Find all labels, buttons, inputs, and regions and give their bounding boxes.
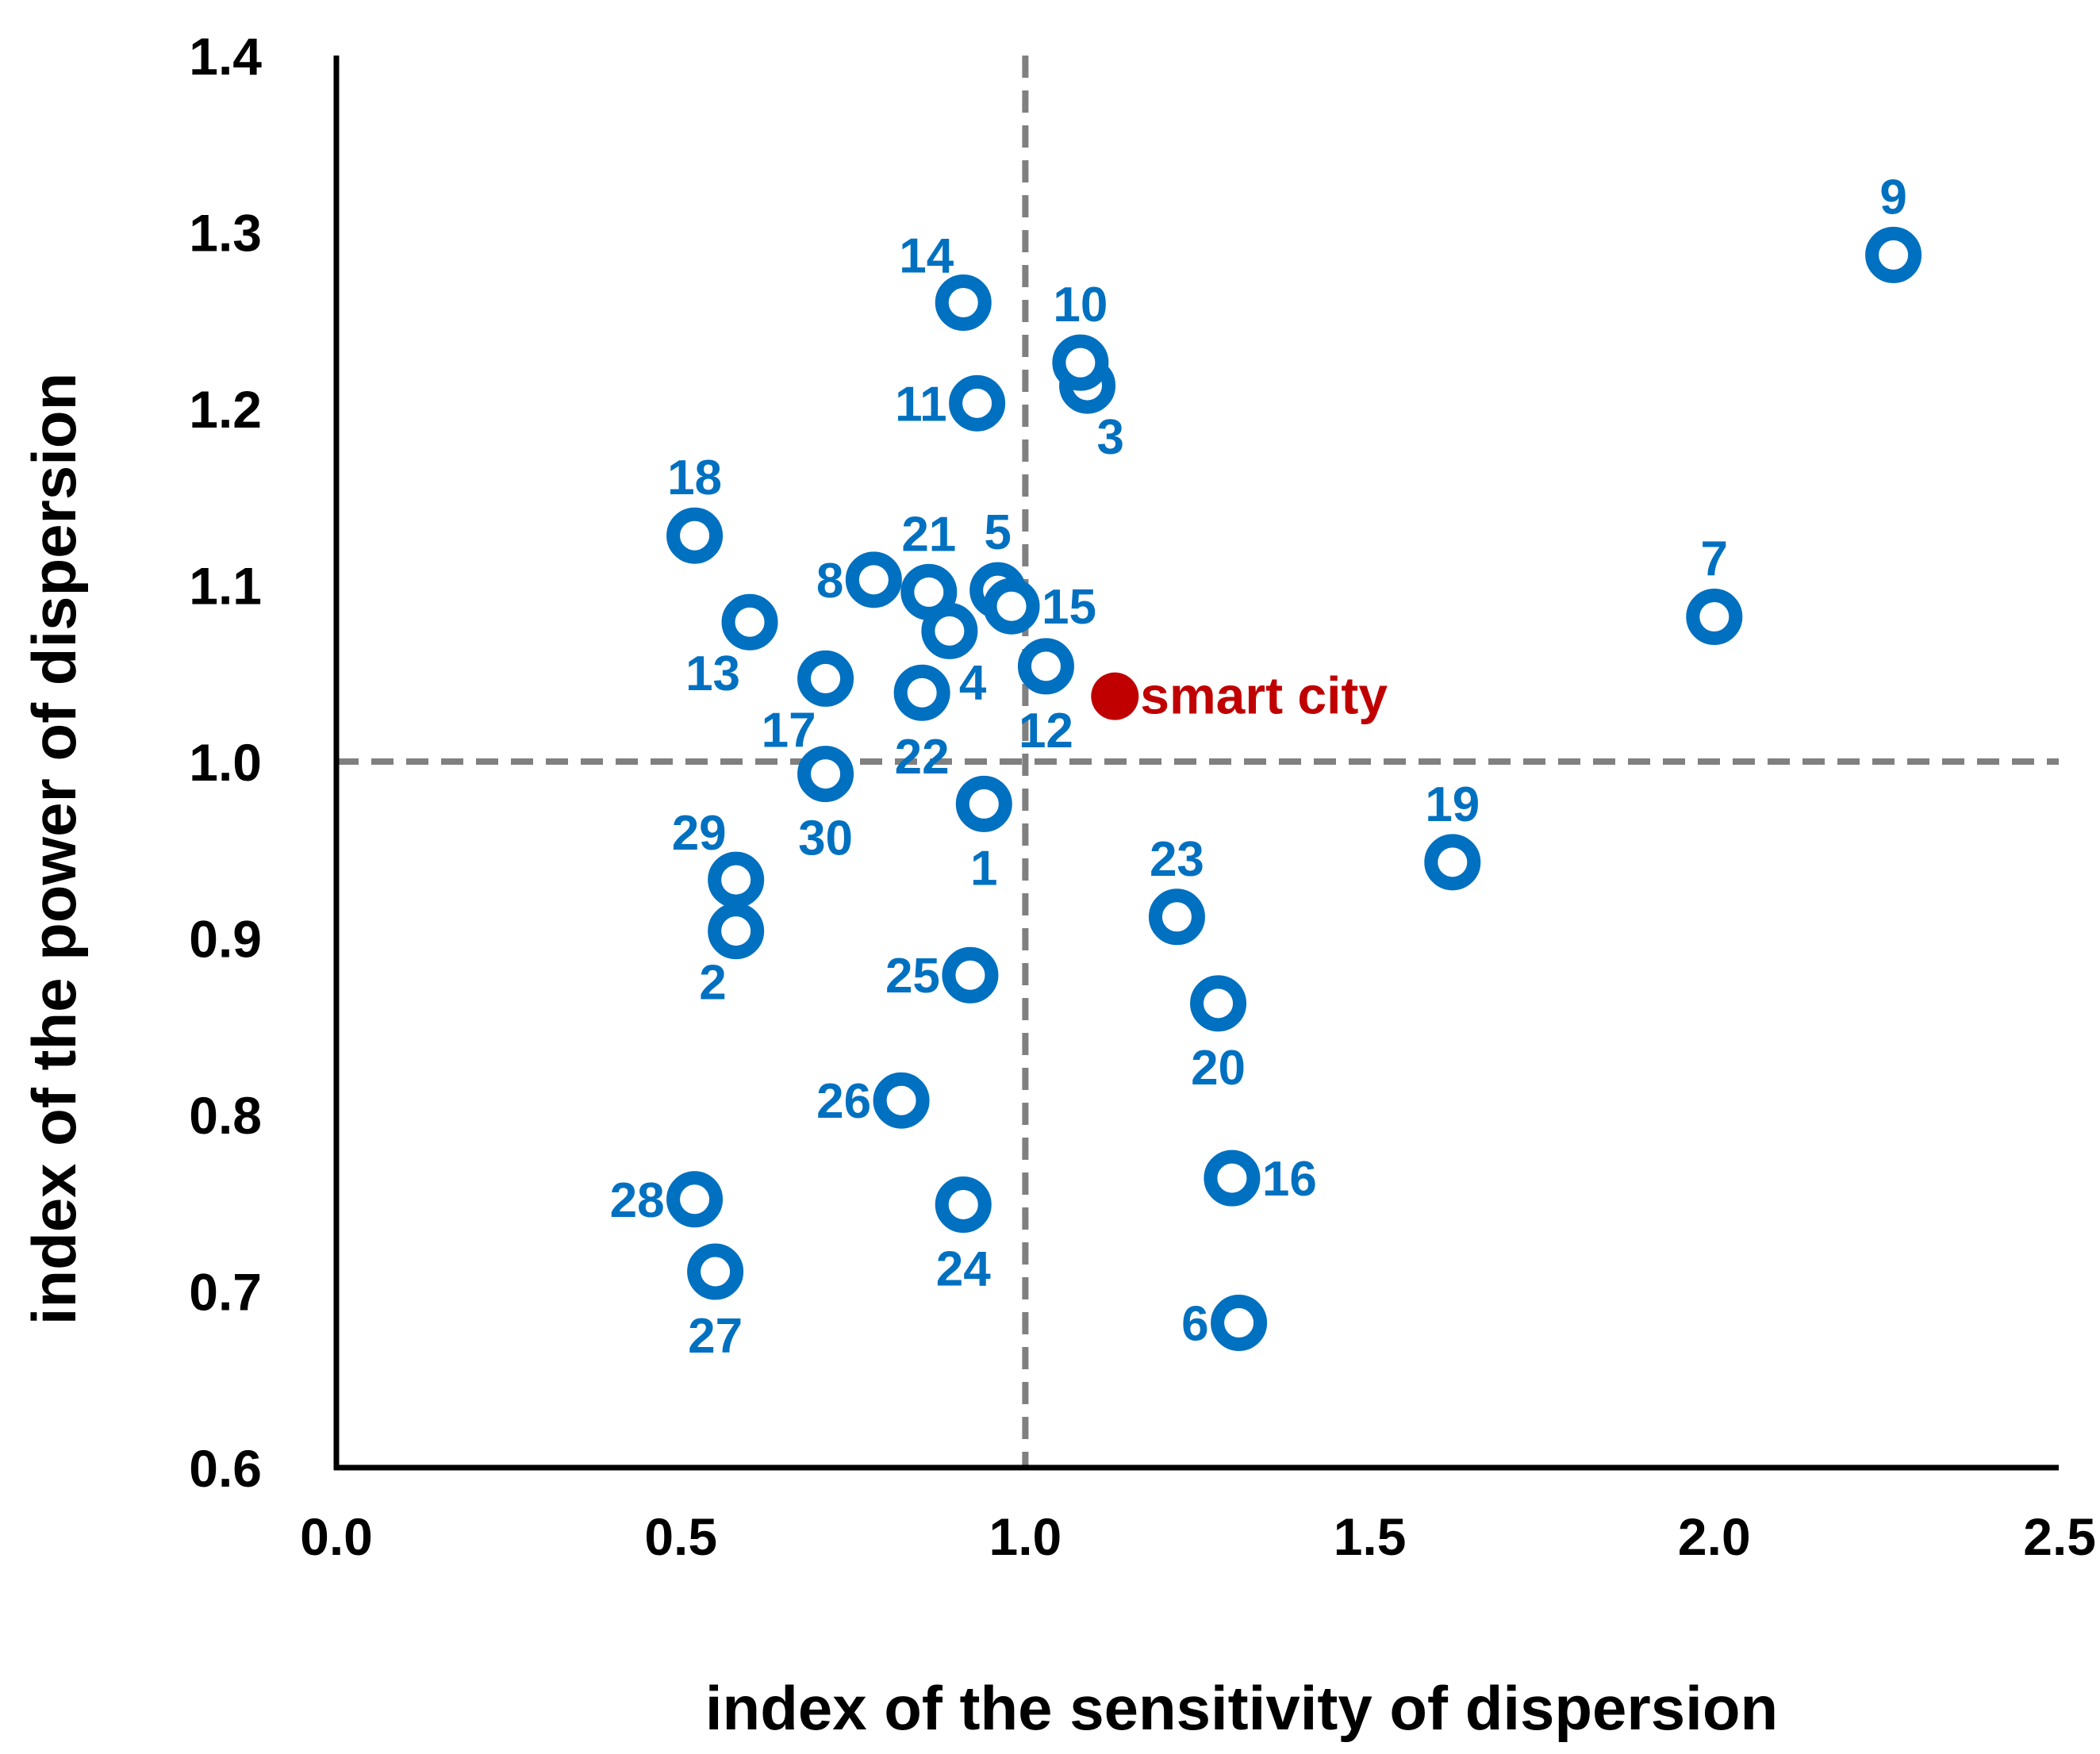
data-point-label: 14	[899, 229, 954, 284]
x-tick-label: 2.5	[2023, 1507, 2096, 1566]
data-point-label: 25	[885, 949, 940, 1004]
y-tick-label: 1.2	[189, 380, 262, 439]
data-point-label: 24	[936, 1242, 991, 1296]
data-point-marker	[955, 775, 1012, 832]
y-tick-labels: 0.6 0.7 0.8 0.9 1.0 1.1 1.2 1.3 1.4	[189, 27, 262, 1498]
y-tick-label: 1.4	[189, 27, 262, 86]
highlight-point-marker	[1091, 672, 1139, 720]
data-point-marker	[721, 593, 778, 651]
data-point-marker	[797, 746, 854, 803]
y-tick-label: 0.9	[189, 910, 262, 969]
y-tick-label: 1.0	[189, 733, 262, 792]
highlight-point-group: smart city	[1091, 666, 1388, 725]
data-point-label: 17	[762, 703, 816, 758]
data-point-marker	[1204, 1150, 1261, 1207]
y-tick-label: 0.8	[189, 1086, 262, 1145]
data-point-marker	[983, 578, 1040, 635]
x-tick-label: 1.0	[989, 1507, 1062, 1566]
data-point-marker	[797, 650, 854, 707]
data-point-label: 10	[1053, 278, 1108, 332]
data-point-marker	[1865, 226, 1922, 283]
data-point-label: 22	[895, 730, 950, 785]
data-point-marker	[1211, 1295, 1268, 1352]
data-point-marker	[942, 946, 999, 1004]
data-point-label: 4	[959, 655, 987, 710]
data-point-marker	[1190, 975, 1247, 1032]
data-point-marker	[873, 1072, 930, 1129]
x-tick-label: 0.0	[300, 1507, 373, 1566]
data-point-label: 30	[798, 812, 853, 866]
data-point-label: 19	[1425, 777, 1480, 832]
data-point-label: 18	[667, 451, 722, 505]
highlight-point-label: smart city	[1140, 666, 1388, 725]
x-tick-label: 1.5	[1334, 1507, 1407, 1566]
data-point-label: 7	[1701, 532, 1728, 587]
y-tick-label: 1.3	[189, 204, 262, 263]
data-point-marker	[708, 903, 765, 960]
data-point-marker	[893, 664, 950, 721]
data-point-label: 8	[816, 554, 843, 608]
x-axis-title: index of the sensitivity of dispersion	[705, 1673, 1778, 1743]
data-point-label: 15	[1042, 580, 1096, 635]
data-point-label: 29	[672, 806, 727, 861]
data-point-marker	[1017, 638, 1074, 695]
y-tick-label: 0.7	[189, 1263, 262, 1322]
data-point-label: 6	[1181, 1297, 1208, 1352]
x-tick-label: 0.5	[644, 1507, 717, 1566]
y-tick-label: 1.1	[189, 557, 262, 616]
y-axis-title: index of the power of dispersion	[19, 373, 89, 1325]
data-point-label: 23	[1150, 832, 1204, 887]
reference-lines	[336, 56, 2059, 1468]
x-tick-labels: 0.0 0.5 1.0 1.5 2.0 2.5	[300, 1507, 2096, 1566]
data-point-label: 1	[970, 841, 997, 896]
data-point-label: 16	[1262, 1152, 1317, 1207]
data-point-marker	[845, 551, 902, 608]
data-point-label: 2	[699, 956, 726, 1011]
data-point-label: 20	[1191, 1041, 1246, 1096]
data-point-label: 3	[1097, 410, 1124, 465]
data-point-marker	[1686, 589, 1743, 646]
data-point-label: 9	[1879, 170, 1906, 225]
data-point-label: 12	[1019, 704, 1073, 758]
data-point-marker	[1148, 889, 1205, 946]
data-point-marker	[935, 1176, 992, 1233]
data-point-label: 5	[984, 505, 1011, 560]
data-point-marker	[1052, 334, 1109, 391]
data-point-marker	[708, 851, 765, 908]
axes	[333, 56, 2059, 1471]
data-point-marker	[666, 507, 724, 564]
data-point-marker	[1424, 834, 1481, 891]
data-points: 1234567891011121314151617181920212223242…	[610, 170, 1922, 1364]
x-tick-label: 2.0	[1678, 1507, 1751, 1566]
data-point-label: 13	[685, 647, 740, 701]
y-tick-label: 0.6	[189, 1439, 262, 1498]
data-point-label: 26	[816, 1074, 871, 1129]
data-point-marker	[900, 563, 958, 620]
data-point-marker	[949, 374, 1006, 432]
data-point-label: 27	[688, 1309, 743, 1364]
data-point-label: 11	[895, 377, 947, 432]
data-point-marker	[935, 274, 992, 331]
data-point-label: 28	[610, 1173, 665, 1228]
data-point-marker	[687, 1243, 744, 1300]
data-point-marker	[666, 1171, 724, 1228]
data-point-label: 21	[901, 507, 956, 562]
